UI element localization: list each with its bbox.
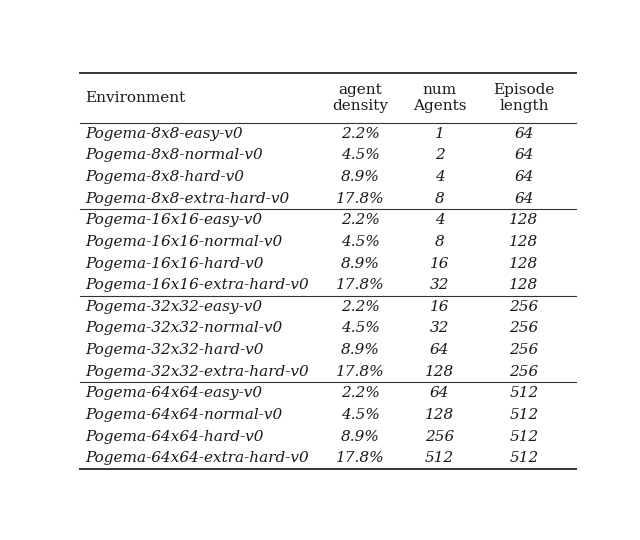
Text: 128: 128: [509, 256, 538, 271]
Text: 4.5%: 4.5%: [341, 408, 380, 422]
Text: Pogema-16x16-easy-v0: Pogema-16x16-easy-v0: [85, 213, 262, 227]
Text: 128: 128: [509, 235, 538, 249]
Text: 512: 512: [509, 451, 538, 465]
Text: Episode
length: Episode length: [493, 83, 555, 113]
Text: 256: 256: [509, 343, 538, 357]
Text: 17.8%: 17.8%: [336, 278, 385, 292]
Text: 32: 32: [430, 321, 449, 335]
Text: Pogema-32x32-normal-v0: Pogema-32x32-normal-v0: [85, 321, 282, 335]
Text: 32: 32: [430, 278, 449, 292]
Text: Pogema-8x8-normal-v0: Pogema-8x8-normal-v0: [85, 148, 262, 163]
Text: 2.2%: 2.2%: [341, 213, 380, 227]
Text: 1: 1: [435, 127, 444, 141]
Text: 64: 64: [430, 343, 449, 357]
Text: Pogema-8x8-hard-v0: Pogema-8x8-hard-v0: [85, 170, 244, 184]
Text: num
Agents: num Agents: [413, 83, 467, 113]
Text: 256: 256: [509, 300, 538, 314]
Text: 512: 512: [509, 386, 538, 400]
Text: 8.9%: 8.9%: [341, 429, 380, 443]
Text: 512: 512: [425, 451, 454, 465]
Text: 17.8%: 17.8%: [336, 192, 385, 206]
Text: 128: 128: [509, 213, 538, 227]
Text: 64: 64: [514, 127, 534, 141]
Text: 8: 8: [435, 192, 444, 206]
Text: 2: 2: [435, 148, 444, 163]
Text: 64: 64: [514, 148, 534, 163]
Text: 128: 128: [425, 408, 454, 422]
Text: Pogema-8x8-extra-hard-v0: Pogema-8x8-extra-hard-v0: [85, 192, 289, 206]
Text: 4: 4: [435, 170, 444, 184]
Text: 256: 256: [509, 364, 538, 379]
Text: Pogema-16x16-normal-v0: Pogema-16x16-normal-v0: [85, 235, 282, 249]
Text: 16: 16: [430, 300, 449, 314]
Text: Pogema-32x32-hard-v0: Pogema-32x32-hard-v0: [85, 343, 264, 357]
Text: Environment: Environment: [85, 91, 185, 105]
Text: agent
density: agent density: [332, 83, 388, 113]
Text: 128: 128: [509, 278, 538, 292]
Text: 17.8%: 17.8%: [336, 364, 385, 379]
Text: 512: 512: [509, 429, 538, 443]
Text: 256: 256: [509, 321, 538, 335]
Text: 64: 64: [430, 386, 449, 400]
Text: Pogema-32x32-extra-hard-v0: Pogema-32x32-extra-hard-v0: [85, 364, 308, 379]
Text: 64: 64: [514, 192, 534, 206]
Text: Pogema-64x64-normal-v0: Pogema-64x64-normal-v0: [85, 408, 282, 422]
Text: Pogema-64x64-easy-v0: Pogema-64x64-easy-v0: [85, 386, 262, 400]
Text: 16: 16: [430, 256, 449, 271]
Text: Pogema-16x16-extra-hard-v0: Pogema-16x16-extra-hard-v0: [85, 278, 308, 292]
Text: Pogema-64x64-hard-v0: Pogema-64x64-hard-v0: [85, 429, 264, 443]
Text: 2.2%: 2.2%: [341, 127, 380, 141]
Text: 2.2%: 2.2%: [341, 300, 380, 314]
Text: 2.2%: 2.2%: [341, 386, 380, 400]
Text: 256: 256: [425, 429, 454, 443]
Text: 8.9%: 8.9%: [341, 343, 380, 357]
Text: 64: 64: [514, 170, 534, 184]
Text: 8: 8: [435, 235, 444, 249]
Text: Pogema-64x64-extra-hard-v0: Pogema-64x64-extra-hard-v0: [85, 451, 308, 465]
Text: Pogema-16x16-hard-v0: Pogema-16x16-hard-v0: [85, 256, 264, 271]
Text: Pogema-8x8-easy-v0: Pogema-8x8-easy-v0: [85, 127, 243, 141]
Text: 4.5%: 4.5%: [341, 148, 380, 163]
Text: Pogema-32x32-easy-v0: Pogema-32x32-easy-v0: [85, 300, 262, 314]
Text: 512: 512: [509, 408, 538, 422]
Text: 8.9%: 8.9%: [341, 170, 380, 184]
Text: 4.5%: 4.5%: [341, 235, 380, 249]
Text: 8.9%: 8.9%: [341, 256, 380, 271]
Text: 4.5%: 4.5%: [341, 321, 380, 335]
Text: 17.8%: 17.8%: [336, 451, 385, 465]
Text: 4: 4: [435, 213, 444, 227]
Text: 128: 128: [425, 364, 454, 379]
